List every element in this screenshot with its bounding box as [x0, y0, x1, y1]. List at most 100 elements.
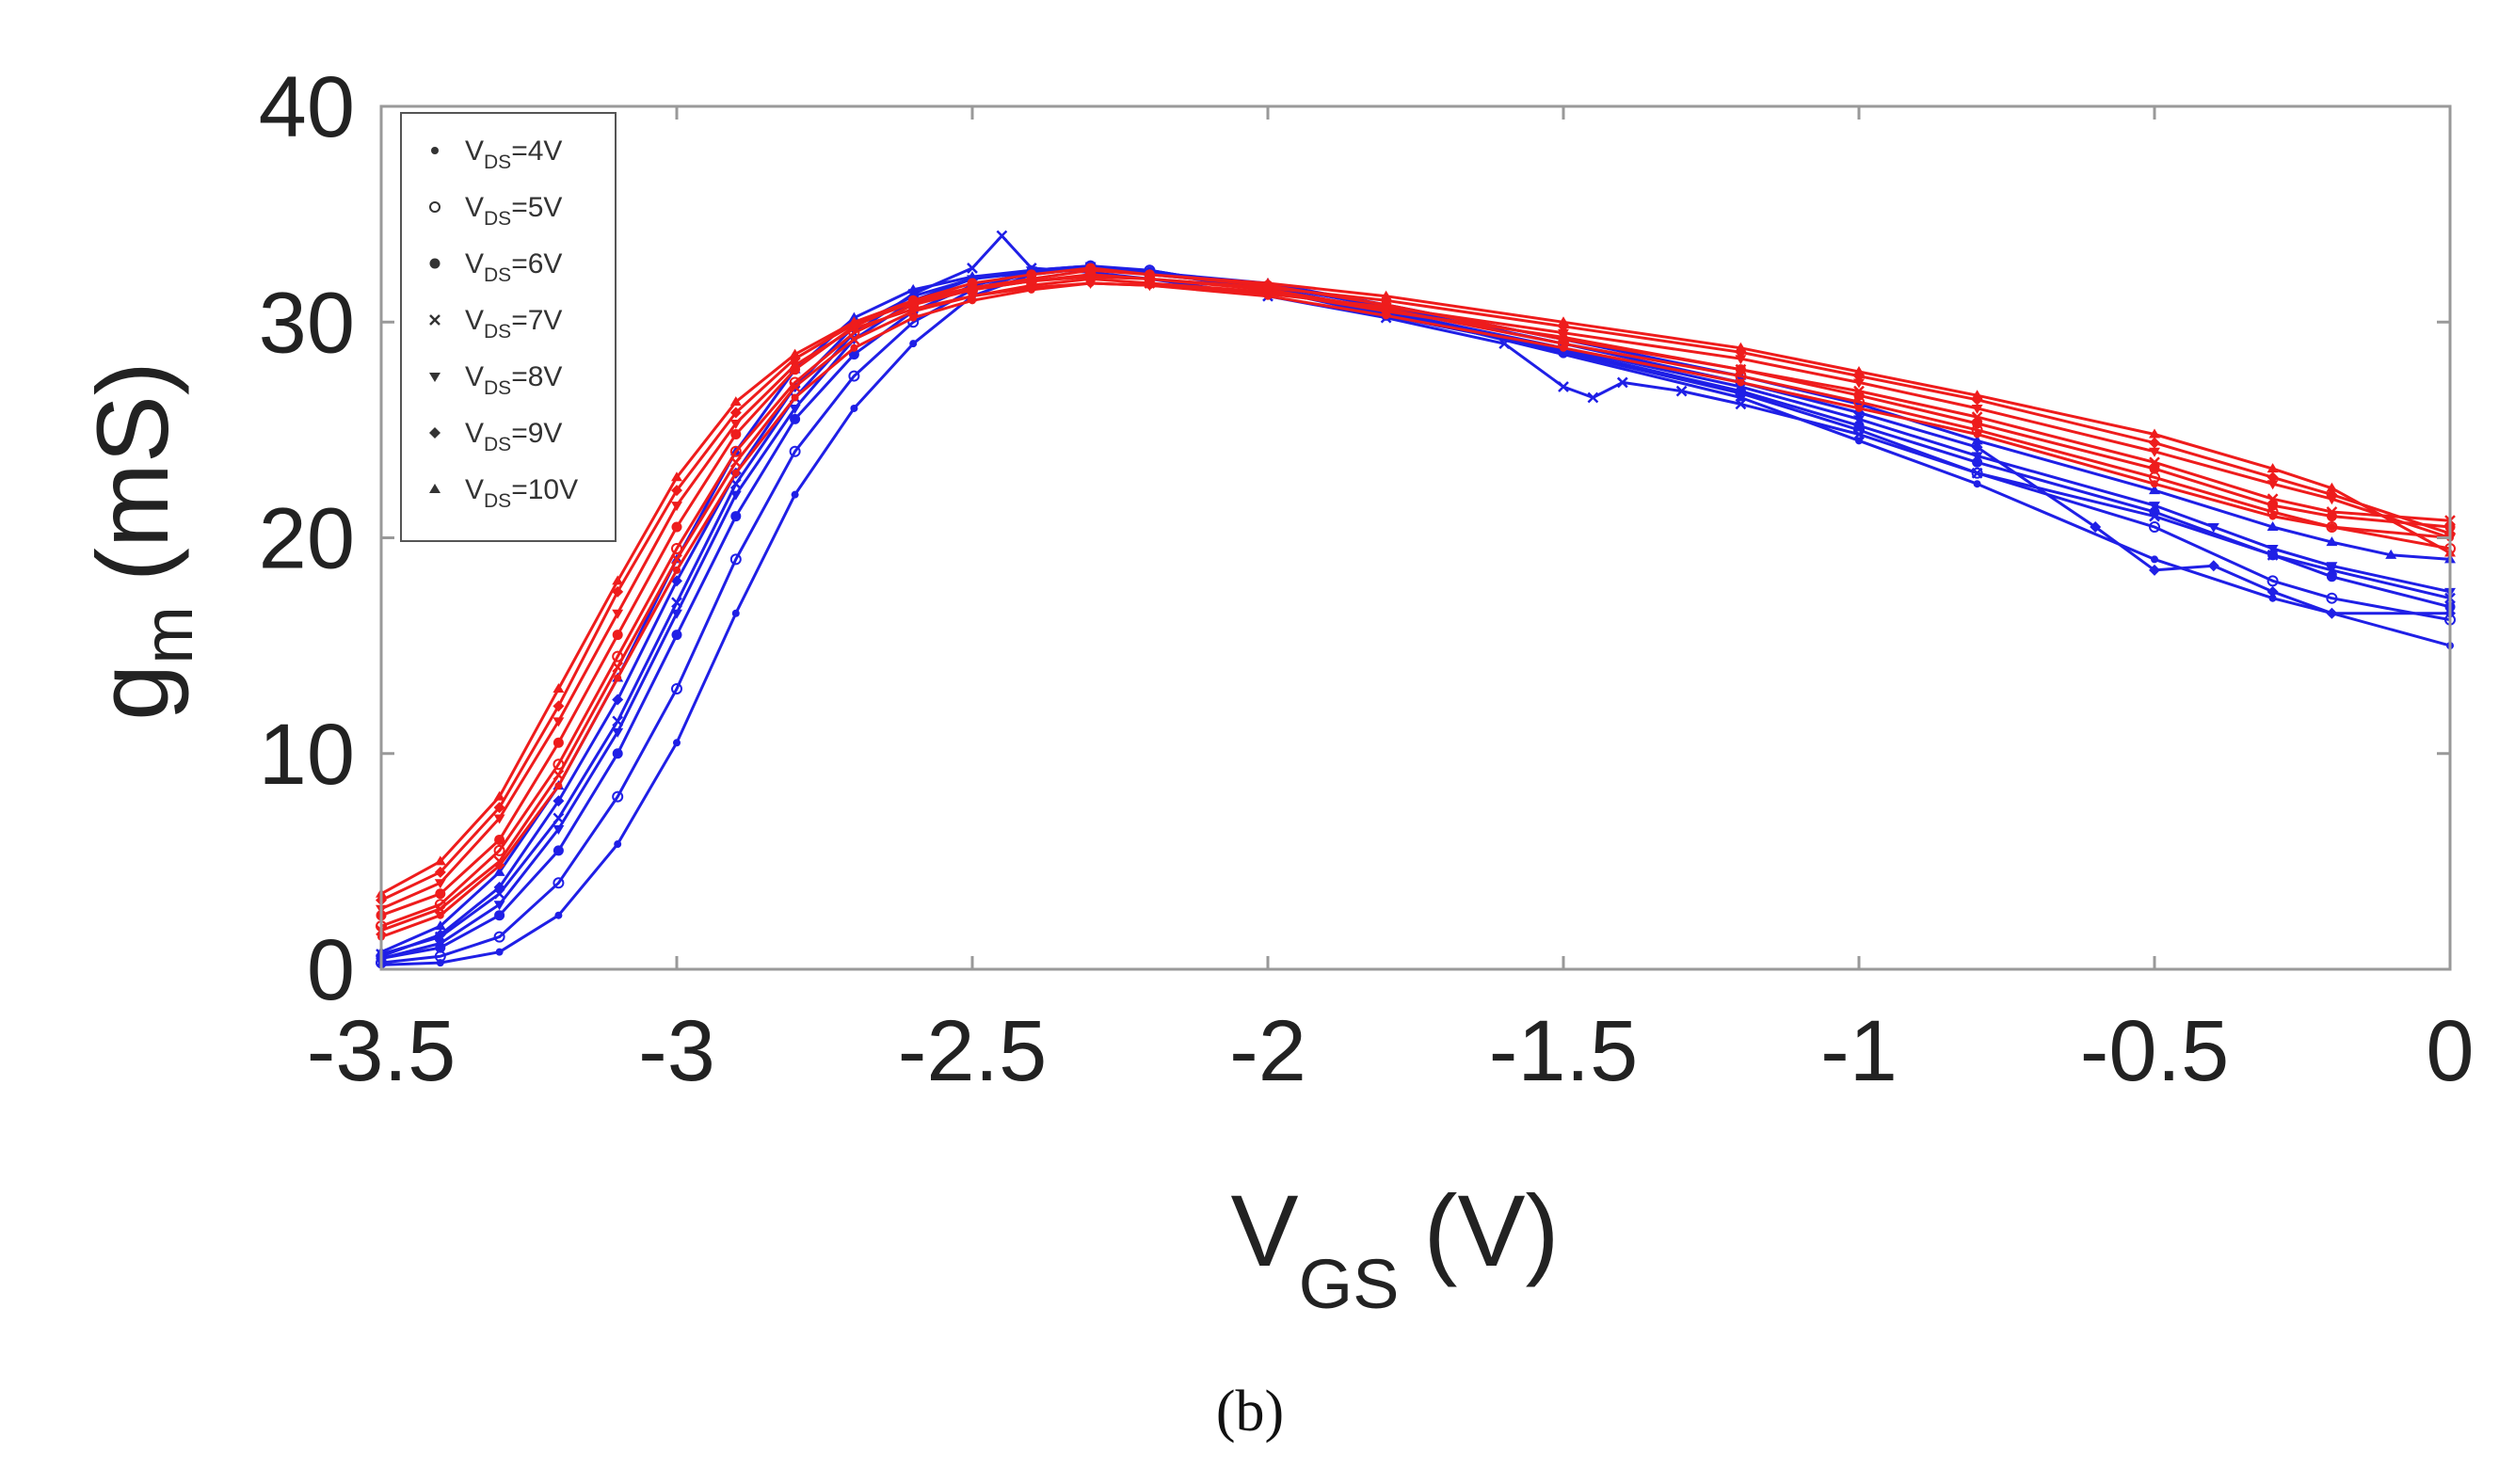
legend-label: VDS=6V — [465, 248, 562, 286]
data-point — [2151, 555, 2158, 564]
data-point — [2326, 482, 2338, 492]
data-point — [789, 404, 801, 414]
data-point — [730, 428, 742, 439]
data-point — [434, 920, 446, 931]
data-point — [731, 609, 740, 617]
legend-marker — [429, 314, 441, 326]
data-point — [553, 877, 565, 889]
data-point — [2149, 510, 2160, 522]
x-tick-label: -0.5 — [2080, 1003, 2230, 1099]
data-point — [553, 737, 564, 748]
legend-marker — [429, 484, 441, 493]
data-point — [553, 769, 565, 781]
x-tick-label: -3.5 — [307, 1003, 457, 1099]
legend-label-sub: DS — [484, 208, 511, 230]
data-point — [2326, 607, 2338, 619]
data-point — [2149, 456, 2160, 469]
data-point — [612, 575, 624, 585]
legend-entry: VDS=4V — [431, 136, 562, 173]
data-point — [1675, 385, 1688, 397]
legend-marker — [429, 427, 441, 439]
data-point — [1735, 398, 1747, 410]
data-point — [612, 630, 623, 641]
data-point — [554, 782, 563, 790]
data-point — [1971, 452, 1983, 462]
data-point — [967, 292, 978, 302]
data-point — [434, 879, 446, 889]
data-point — [2267, 544, 2279, 554]
data-point — [1971, 404, 1983, 414]
legend-entry: VDS=7V — [429, 305, 562, 343]
legend-marker — [429, 258, 441, 269]
data-point — [729, 396, 742, 407]
legend-entry: VDS=10V — [429, 474, 578, 512]
data-point — [909, 340, 918, 348]
data-point — [435, 888, 446, 900]
series-line — [380, 266, 2451, 918]
data-point — [434, 855, 446, 866]
data-point — [612, 790, 624, 803]
x-axis-title: VGS (V) — [1231, 1173, 1560, 1323]
legend-label-sub: DS — [484, 264, 511, 286]
legend: VDS=4VVDS=5VVDS=6VVDS=7VVDS=8VVDS=9VVDS=… — [400, 112, 617, 542]
data-point — [2149, 485, 2160, 495]
data-point — [2149, 447, 2160, 457]
series-layer — [376, 230, 2456, 969]
data-point — [1735, 363, 1747, 375]
data-point — [554, 911, 563, 919]
data-point — [2268, 594, 2277, 602]
data-point — [848, 333, 860, 345]
data-point — [2267, 521, 2279, 532]
legend-entries: VDS=4VVDS=5VVDS=6VVDS=7VVDS=8VVDS=9VVDS=… — [429, 136, 578, 512]
x-axis-title-unit: (V) — [1424, 1173, 1560, 1287]
data-point — [1853, 378, 1865, 389]
legend-label-suffix: =8V — [511, 361, 562, 392]
series-line — [380, 281, 2451, 911]
data-point — [790, 413, 801, 424]
data-point — [1084, 264, 1097, 275]
data-point — [850, 404, 858, 412]
data-point — [612, 727, 624, 738]
legend-label: VDS=10V — [465, 474, 578, 512]
legend-label: VDS=8V — [465, 361, 562, 399]
data-point — [553, 717, 565, 727]
data-point — [2149, 437, 2160, 449]
data-point — [1853, 428, 1865, 440]
data-point — [671, 542, 682, 554]
data-point — [612, 662, 624, 673]
data-point — [729, 419, 742, 429]
series-red-VDS=8V — [376, 279, 2456, 915]
legend-label-prefix: V — [465, 418, 484, 449]
legend-label: VDS=7V — [465, 305, 562, 343]
data-point — [2385, 549, 2397, 559]
x-axis-title-main: V — [1231, 1173, 1299, 1287]
data-point — [495, 948, 504, 956]
data-point — [493, 901, 505, 911]
data-point — [848, 316, 860, 327]
data-point — [729, 407, 742, 419]
data-point — [2207, 560, 2219, 572]
data-point — [789, 381, 801, 392]
legend-label-suffix: =10V — [511, 474, 578, 505]
data-point — [553, 824, 565, 835]
data-point — [493, 881, 505, 893]
data-point — [1380, 290, 1392, 300]
series-line — [380, 277, 2451, 933]
data-point — [2149, 502, 2160, 512]
legend-label: VDS=5V — [465, 192, 562, 230]
data-point — [2207, 523, 2219, 534]
data-point — [2326, 521, 2338, 534]
data-point — [671, 502, 682, 512]
legend-label-prefix: V — [465, 136, 484, 167]
data-point — [967, 281, 978, 292]
data-point — [1853, 415, 1865, 425]
x-tick-label: -2.5 — [898, 1003, 1048, 1099]
x-tick-label: -1.5 — [1489, 1003, 1639, 1099]
data-point — [671, 609, 682, 619]
data-point — [2326, 536, 2338, 547]
data-point — [671, 630, 682, 641]
legend-label-suffix: =9V — [511, 418, 562, 449]
legend-entry: VDS=6V — [429, 248, 562, 286]
data-point — [1262, 277, 1274, 287]
data-point — [1144, 268, 1156, 279]
